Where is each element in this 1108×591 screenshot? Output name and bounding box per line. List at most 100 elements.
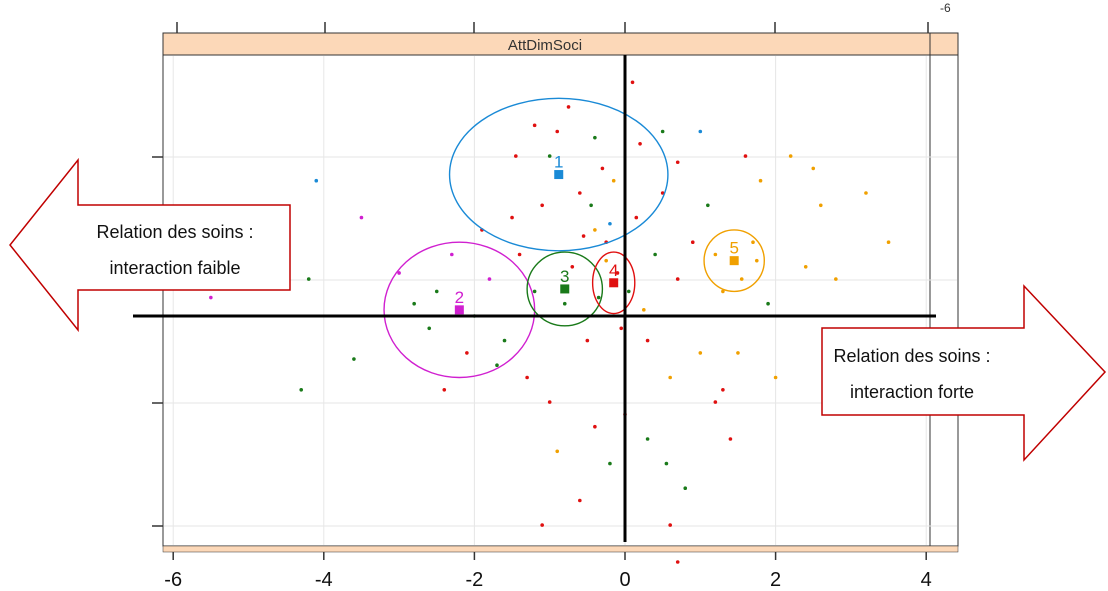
cluster-centroid-2: [454, 305, 464, 315]
cluster-ellipse-2: [383, 241, 536, 379]
data-point: [706, 203, 710, 208]
data-point: [653, 252, 657, 257]
data-point: [619, 326, 624, 331]
data-point: [547, 400, 552, 404]
data-point: [739, 277, 744, 281]
data-point: [589, 203, 593, 208]
data-point: [736, 351, 740, 355]
data-point: [660, 191, 665, 195]
data-point: [758, 178, 763, 183]
panel-title: AttDimSoci: [508, 37, 582, 54]
data-point: [754, 258, 759, 263]
cluster-label-5: 5: [729, 239, 738, 258]
data-point: [608, 221, 612, 226]
data-point: [434, 289, 439, 294]
data-point: [359, 215, 364, 220]
cluster-centroid-1: [554, 170, 564, 180]
data-point: [743, 154, 748, 158]
bottom-strip: [162, 545, 959, 553]
data-point: [502, 338, 507, 343]
left-arrow-text-line1: Relation des soins :: [96, 222, 253, 242]
data-point: [487, 277, 492, 281]
data-point: [811, 166, 816, 171]
plot-area: [162, 54, 959, 547]
data-point: [604, 258, 608, 263]
cluster-label-1: 1: [554, 153, 563, 172]
left-arrow-annotation: Relation des soins : interaction faible: [9, 157, 291, 333]
data-point: [886, 240, 891, 244]
data-point: [611, 178, 616, 183]
data-point: [510, 215, 514, 220]
data-point: [517, 252, 522, 257]
data-point: [555, 129, 560, 134]
data-point: [630, 80, 635, 85]
cluster-ellipse-1: [448, 97, 669, 252]
data-point: [803, 265, 808, 269]
data-point: [713, 252, 718, 257]
right-arrow-annotation: Relation des soins : interaction forte: [821, 284, 1107, 462]
x-tick-label: -4: [315, 569, 333, 591]
data-point: [593, 424, 597, 429]
data-point: [645, 437, 650, 441]
x-tick-label: 4: [921, 569, 932, 591]
data-point: [668, 523, 672, 527]
x-tick-label: -2: [466, 569, 484, 591]
cluster-label-3: 3: [560, 267, 569, 286]
data-point: [532, 123, 537, 128]
right-arrow-text-line2: interaction forte: [850, 382, 974, 402]
data-point: [427, 326, 432, 331]
cluster-ellipse-4: [591, 251, 636, 315]
cluster-label-4: 4: [609, 261, 618, 280]
data-point: [585, 338, 590, 343]
data-point: [555, 449, 560, 454]
data-point: [721, 388, 725, 392]
data-point: [864, 191, 868, 195]
data-point: [570, 265, 575, 269]
top-axis-ticks: [176, 22, 929, 33]
data-point: [352, 357, 356, 361]
grid-lines: [164, 56, 957, 545]
data-point: [683, 486, 688, 491]
cluster-ellipses: [383, 97, 766, 379]
data-point: [540, 523, 544, 527]
data-point: [642, 308, 646, 312]
cluster-centroids: 1 2 3 4 5: [455, 153, 739, 315]
top-tick-label: -6: [940, 1, 951, 15]
cluster-centroid-4: [609, 278, 619, 288]
data-point: [397, 271, 401, 275]
data-point: [450, 252, 454, 257]
cluster-ellipse-3: [526, 251, 604, 327]
cluster-centroid-5: [729, 256, 739, 266]
data-point: [766, 301, 770, 306]
cluster-ellipse-5: [703, 229, 766, 293]
data-point: [306, 277, 311, 281]
data-point: [547, 154, 552, 158]
data-point: [721, 289, 725, 294]
x-tick-label: -6: [164, 569, 182, 591]
right-arrow-text-line1: Relation des soins :: [833, 346, 990, 366]
x-tick-label: 2: [770, 569, 781, 591]
data-point: [626, 289, 631, 294]
data-point: [788, 154, 793, 158]
data-point: [638, 142, 642, 146]
data-point: [818, 203, 823, 208]
x-axis-ticks: -6 -4 -2 0 2 4: [164, 552, 932, 591]
data-point: [634, 215, 639, 220]
x-tick-label: 0: [619, 569, 630, 591]
data-point: [299, 388, 304, 392]
data-point: [465, 351, 469, 355]
data-point: [713, 400, 718, 404]
data-point: [566, 105, 571, 109]
data-point: [608, 461, 612, 466]
data-point: [773, 375, 778, 380]
data-point: [442, 388, 447, 392]
data-point: [668, 375, 672, 380]
data-point: [728, 437, 733, 441]
data-point: [698, 129, 703, 134]
data-point: [690, 240, 695, 244]
data-point: [660, 129, 665, 134]
data-point: [314, 178, 319, 183]
data-point: [581, 234, 586, 238]
data-point: [578, 498, 582, 503]
